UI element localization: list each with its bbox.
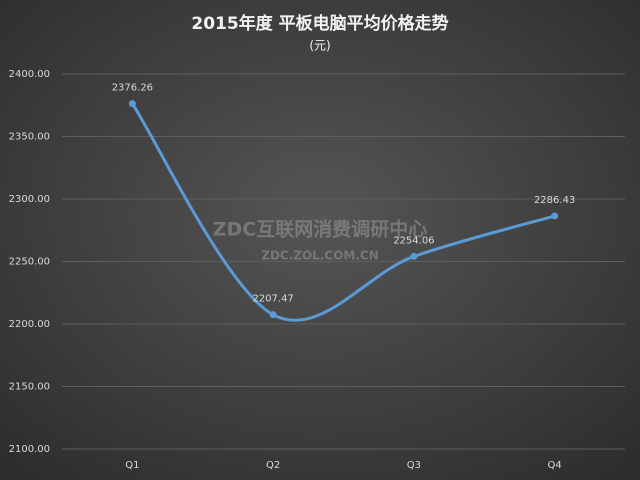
data-point xyxy=(551,212,559,220)
data-point xyxy=(128,100,136,108)
y-tick-label: 2100.00 xyxy=(9,444,50,455)
y-tick-label: 2400.00 xyxy=(9,69,50,80)
series-line xyxy=(131,102,556,322)
data-label: 2254.06 xyxy=(393,235,434,246)
x-tick-label: Q3 xyxy=(407,460,421,471)
data-point xyxy=(269,311,277,319)
y-tick-label: 2300.00 xyxy=(9,194,50,205)
watermark: ZDC互联网消费调研中心 xyxy=(213,218,428,241)
watermark: ZDC.ZOL.COM.CN xyxy=(261,249,379,263)
data-label: 2376.26 xyxy=(112,83,153,94)
data-label: 2286.43 xyxy=(534,195,575,206)
y-tick-label: 2200.00 xyxy=(9,319,50,330)
x-tick-label: Q4 xyxy=(548,460,562,471)
y-tick-label: 2350.00 xyxy=(9,132,50,143)
x-tick-label: Q1 xyxy=(125,460,139,471)
data-point xyxy=(410,252,418,260)
chart-title: 2015年度 平板电脑平均价格走势 xyxy=(191,13,448,34)
y-tick-label: 2150.00 xyxy=(9,382,50,393)
y-tick-label: 2250.00 xyxy=(9,257,50,268)
chart-subtitle: (元) xyxy=(309,39,330,53)
x-tick-label: Q2 xyxy=(266,460,280,471)
data-label: 2207.47 xyxy=(252,294,293,305)
